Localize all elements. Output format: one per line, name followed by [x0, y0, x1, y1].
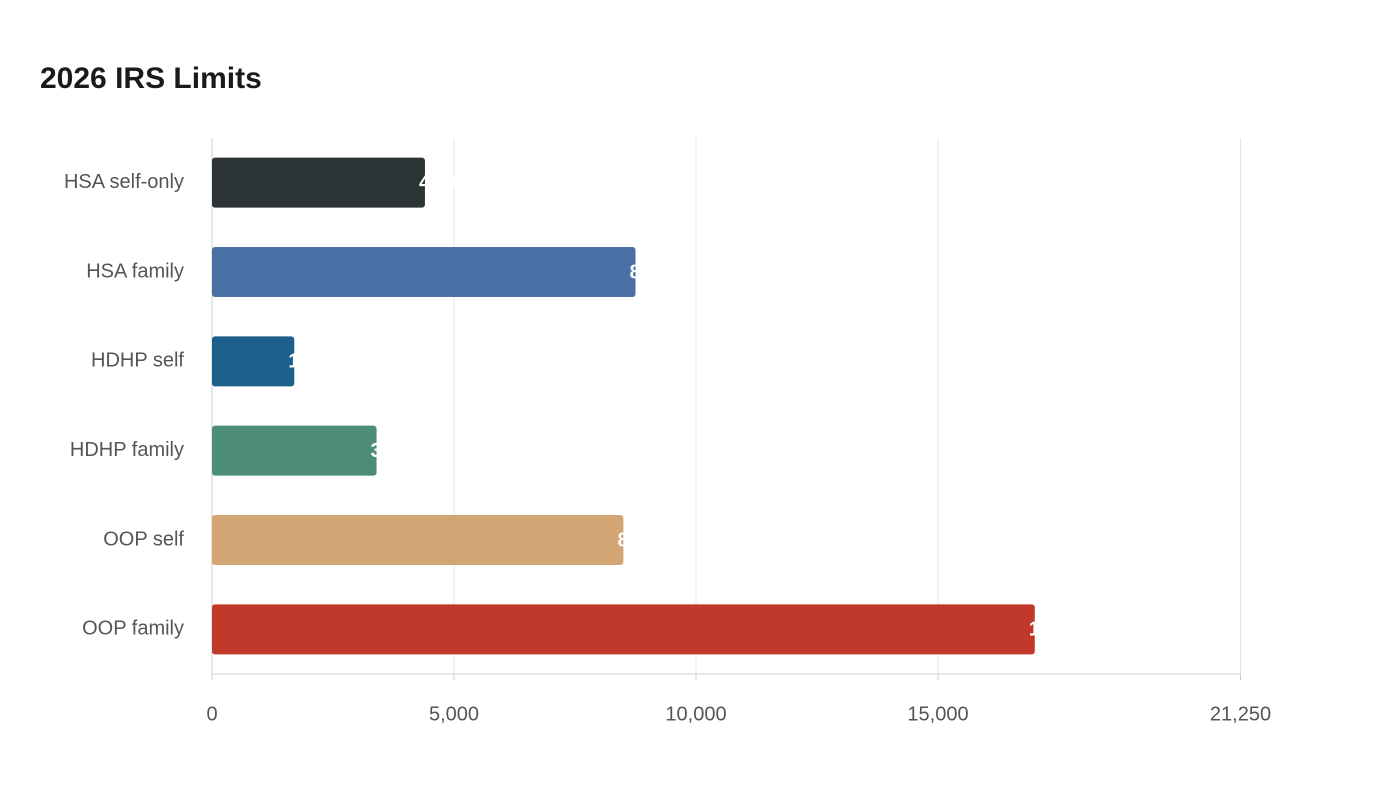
value-label: 1700	[288, 351, 333, 373]
y-tick-label: HSA family	[86, 260, 184, 282]
x-tick-label: 10,000	[665, 703, 726, 725]
y-tick-label: HDHP self	[91, 350, 184, 372]
bar	[212, 604, 1035, 655]
y-tick-label: OOP self	[103, 528, 184, 550]
bar	[212, 157, 425, 208]
y-tick-label: OOP family	[82, 618, 184, 640]
y-tick-label: HSA self-only	[64, 171, 184, 193]
value-label: 4400	[419, 172, 464, 194]
chart-title: 2026 IRS Limits	[40, 62, 262, 95]
value-label: 8750	[630, 261, 675, 283]
x-tick-label: 15,000	[907, 703, 968, 725]
value-label: 8500	[617, 529, 662, 551]
bar	[212, 515, 624, 565]
x-tick-label: 21,250	[1210, 703, 1271, 725]
x-tick-label: 0	[206, 703, 217, 725]
x-tick-label: 5,000	[429, 703, 479, 725]
bar	[212, 336, 295, 387]
y-tick-label: HDHP family	[70, 439, 184, 461]
value-label: 3400	[371, 440, 416, 462]
bar	[212, 247, 636, 297]
value-label: 17000	[1029, 619, 1085, 641]
bar	[212, 425, 377, 476]
